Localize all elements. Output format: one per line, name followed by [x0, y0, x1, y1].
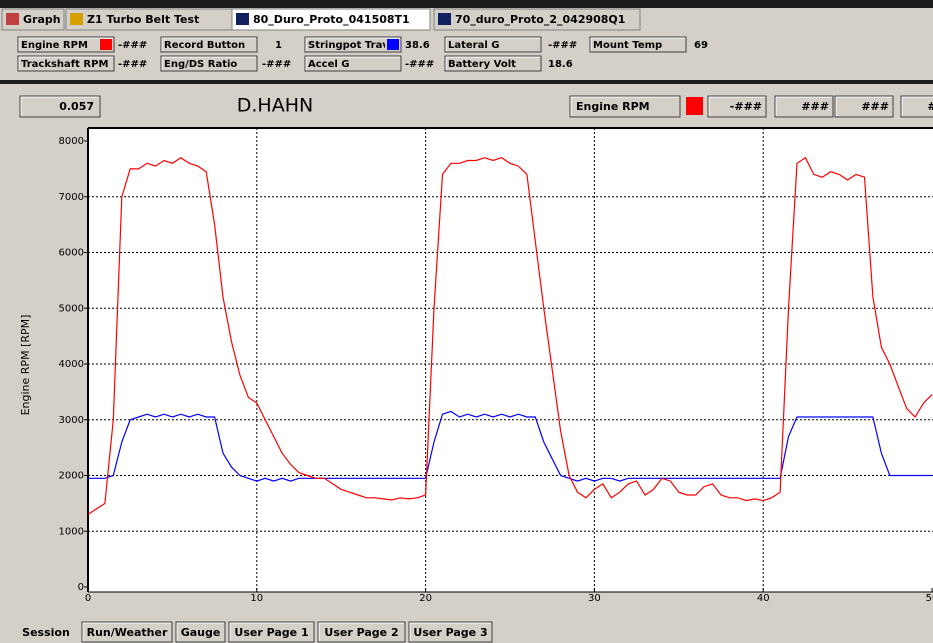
x-tick-label: 0: [85, 593, 91, 604]
plot-area: [88, 128, 933, 592]
channel-select-color: [686, 97, 703, 115]
channel-button[interactable]: [304, 36, 402, 53]
bottom-tab-label: User Page 3: [413, 626, 487, 639]
channel-color: [100, 39, 112, 50]
y-axis-label: Engine RPM [RPM]: [19, 315, 32, 416]
channel-label: Accel G: [308, 59, 350, 70]
y-tick-label: 6000: [59, 248, 84, 259]
channel-label: Record Button: [164, 40, 245, 51]
tab-icon: [236, 13, 249, 25]
series-line: [88, 410, 932, 482]
y-tick-label: 4000: [59, 359, 84, 370]
bottom-tab-label: User Page 1: [234, 626, 308, 639]
channel-button[interactable]: [304, 55, 402, 72]
channel-label: Stringpot Trav: [308, 40, 389, 51]
channel-label: Engine RPM: [21, 40, 88, 51]
bottom-tab-label: Gauge: [181, 626, 221, 639]
channel-label: Eng/DS Ratio: [164, 59, 237, 70]
channel-value: 38.6: [405, 40, 430, 51]
channel-button[interactable]: [444, 55, 542, 72]
readout: -###: [730, 100, 762, 113]
channel-button[interactable]: [17, 55, 115, 72]
tab-icon: [6, 13, 19, 25]
channel-button[interactable]: [17, 36, 115, 53]
readout: ###: [927, 100, 933, 113]
channel-button[interactable]: [160, 55, 258, 72]
channel-label: Trackshaft RPM: [21, 59, 108, 70]
channel-button[interactable]: [589, 36, 687, 53]
tab-icon: [438, 13, 451, 25]
x-tick-label: 10: [250, 593, 263, 604]
channel-value: -###: [118, 59, 147, 70]
tab-label: Graph: [23, 13, 61, 26]
channel-value: -###: [405, 59, 434, 70]
readout-box: [774, 95, 834, 118]
channel-label: Battery Volt: [448, 59, 516, 70]
channel-button[interactable]: [160, 36, 258, 53]
bottom-tab[interactable]: [317, 621, 406, 643]
x-tick-label: 40: [757, 593, 770, 604]
series-line: [87, 156, 933, 515]
bottom-tab[interactable]: [408, 621, 493, 643]
channel-button[interactable]: [444, 36, 542, 53]
readout-box: [834, 95, 894, 118]
bottom-tab[interactable]: [81, 621, 173, 643]
tab-label: 80_Duro_Proto_041508T1: [253, 13, 410, 26]
bottom-tab-label: Session: [22, 626, 70, 639]
tab-icon: [70, 13, 83, 25]
tab[interactable]: [231, 8, 431, 31]
channel-value: -###: [262, 59, 291, 70]
channel-value: -###: [548, 40, 577, 51]
driver: D.HAHN: [237, 95, 313, 117]
y-tick-label: 8000: [59, 136, 84, 147]
channel-color: [387, 39, 399, 50]
readout-box: [900, 95, 933, 118]
tab-label: 70_duro_Proto_2_042908Q1: [455, 13, 625, 26]
bottom-tab[interactable]: [175, 621, 226, 643]
y-tick-label: 0: [78, 582, 84, 593]
y-tick-label: 3000: [59, 415, 84, 426]
y-tick-label: 5000: [59, 303, 84, 314]
readout: ###: [861, 100, 889, 113]
channel-select[interactable]: [569, 95, 681, 118]
channel-label: Mount Temp: [593, 40, 662, 51]
bottom-tab-label: User Page 2: [324, 626, 398, 639]
channel-select-label: Engine RPM: [576, 100, 650, 113]
cursor-value: 0.057: [59, 100, 94, 113]
cursor-box: [19, 95, 101, 118]
readout: ###: [801, 100, 829, 113]
x-tick-label: 50: [926, 593, 933, 604]
x-tick-label: 30: [588, 593, 601, 604]
channel-value: 18.6: [548, 59, 573, 70]
bottom-tab-label: Run/Weather: [87, 626, 168, 639]
x-tick-label: 20: [419, 593, 432, 604]
channel-value: -###: [118, 40, 147, 51]
bottom-tab[interactable]: [14, 622, 78, 643]
y-tick-label: 7000: [59, 192, 84, 203]
channel-label: Lateral G: [448, 40, 499, 51]
readout-box: [707, 95, 767, 118]
bottom-tab[interactable]: [228, 621, 315, 643]
tab[interactable]: [433, 8, 641, 31]
y-tick-label: 2000: [59, 471, 84, 482]
y-tick-label: 1000: [59, 526, 84, 537]
channel-value: 1: [275, 40, 282, 51]
tab-label: Z1 Turbo Belt Test: [87, 13, 199, 26]
channel-value: 69: [694, 40, 708, 51]
